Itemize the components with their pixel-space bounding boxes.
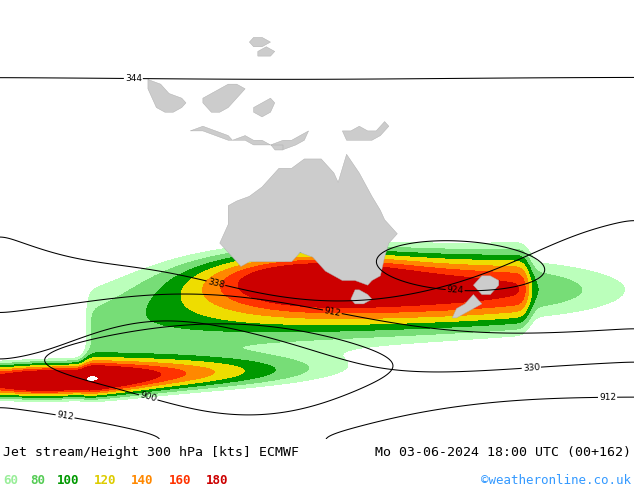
Polygon shape	[342, 122, 389, 140]
Polygon shape	[220, 154, 398, 285]
Polygon shape	[233, 136, 271, 145]
Polygon shape	[258, 47, 275, 56]
Text: 912: 912	[323, 306, 342, 318]
Polygon shape	[148, 79, 186, 112]
Text: 338: 338	[207, 277, 225, 290]
Text: Mo 03-06-2024 18:00 UTC (00+162): Mo 03-06-2024 18:00 UTC (00+162)	[375, 445, 631, 459]
Polygon shape	[203, 84, 245, 112]
Text: 80: 80	[30, 474, 45, 488]
Polygon shape	[474, 276, 499, 294]
Polygon shape	[271, 131, 309, 149]
Text: 924: 924	[446, 285, 464, 295]
Text: 344: 344	[125, 74, 142, 83]
Text: 912: 912	[56, 411, 74, 422]
Polygon shape	[190, 126, 233, 140]
Text: 330: 330	[522, 363, 540, 373]
Text: 180: 180	[206, 474, 228, 488]
Text: 120: 120	[94, 474, 116, 488]
Text: 900: 900	[139, 391, 158, 404]
Text: 140: 140	[131, 474, 153, 488]
Text: ©weatheronline.co.uk: ©weatheronline.co.uk	[481, 474, 631, 488]
Text: 160: 160	[169, 474, 191, 488]
Text: 60: 60	[3, 474, 18, 488]
Polygon shape	[249, 37, 271, 47]
Text: 100: 100	[56, 474, 79, 488]
Text: Jet stream/Height 300 hPa [kts] ECMWF: Jet stream/Height 300 hPa [kts] ECMWF	[3, 445, 299, 459]
Polygon shape	[254, 98, 275, 117]
Polygon shape	[271, 145, 283, 149]
Text: 912: 912	[599, 392, 616, 402]
Polygon shape	[452, 294, 482, 318]
Polygon shape	[351, 290, 372, 304]
